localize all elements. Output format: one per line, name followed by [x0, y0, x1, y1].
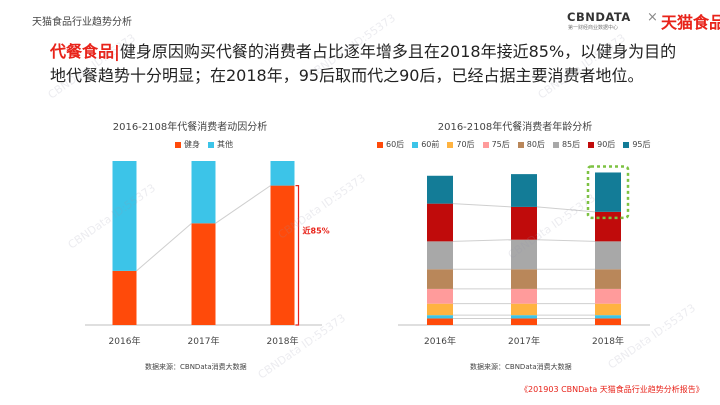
bar-segment-2-1-4 [511, 269, 537, 289]
legend-item: 其他 [208, 139, 233, 150]
legend-item: 60后 [377, 139, 404, 150]
legend-label: 其他 [217, 140, 233, 149]
bar-segment-1-1-1 [191, 161, 216, 224]
series-connector-line [536, 206, 596, 213]
chart2-source: 数据来源：CBNData消费大数据 [470, 363, 572, 371]
bar-segment-2-0-6 [427, 203, 453, 242]
chart2-title: 2016-2108年代餐消费者年龄分析 [437, 122, 593, 133]
bar-segment-2-2-3 [595, 288, 621, 304]
chart1-source: 数据来源：CBNData消费大数据 [145, 363, 247, 371]
bar-segment-2-2-4 [595, 269, 621, 289]
legend-swatch [517, 141, 524, 148]
headline: 代餐食品|健身原因购买代餐的消费者占比逐年增多且在2018年接近85%，以健身为… [50, 40, 690, 88]
bar-segment-2-2-1 [595, 315, 621, 319]
bar-segment-2-2-5 [595, 241, 621, 270]
x-tick-label: 2017年 [508, 335, 540, 347]
tmall-food-logo-text: 天猫食品 [661, 13, 720, 32]
legend-swatch [623, 141, 630, 148]
legend-item: 70后 [447, 139, 475, 150]
legend-label: 85后 [561, 140, 581, 149]
legend-item: 90后 [588, 139, 615, 150]
bar-segment-2-0-4 [427, 269, 453, 289]
legend-swatch [377, 141, 383, 148]
report-footer: 《201903 CBNData 天猫食品行业趋势分析报告》 [520, 385, 704, 394]
legend-label: 健身 [184, 140, 200, 149]
legend-item: 75后 [482, 139, 510, 150]
bar-segment-2-2-2 [595, 303, 621, 316]
x-tick-label: 2018年 [267, 335, 299, 347]
series-connector-line [452, 203, 512, 208]
cbndata-logo-text: CBNDATA [567, 10, 631, 24]
legend-swatch [588, 141, 595, 148]
x-tick-label: 2016年 [109, 335, 141, 347]
series-connector-line [136, 222, 192, 272]
x-tick-label: 2017年 [188, 335, 220, 347]
bar-segment-2-1-2 [511, 303, 537, 316]
chart2-legend: 60后 60前 70后 75后 80后 85后 90后 95后 [377, 139, 659, 150]
brand-logo: CBNDATA 第一财经商业数据中心 × 天猫食品 [565, 9, 720, 35]
report-section-label: 天猫食品行业趋势分析 [32, 17, 132, 28]
bar-segment-2-1-6 [511, 206, 537, 240]
legend-swatch [482, 141, 489, 148]
x-tick-label: 2016年 [424, 335, 456, 347]
legend-item: 95后 [623, 139, 651, 150]
legend-swatch [412, 141, 419, 148]
headline-text: 健身原因购买代餐的消费者占比逐年增多且在2018年接近85%，以健身为目的地代餐… [50, 42, 677, 85]
bar-segment-2-2-6 [595, 211, 621, 242]
bar-segment-2-1-5 [511, 239, 537, 270]
legend-swatch [447, 141, 454, 148]
legend-item: 80后 [517, 139, 545, 150]
bar-segment-2-2-7 [595, 172, 621, 212]
highlight-dashed-box [586, 165, 630, 220]
series-connector-line [215, 185, 271, 224]
bar-segment-2-0-5 [427, 241, 453, 270]
chart1-legend: 健身 其他 [175, 139, 241, 150]
legend-label: 90后 [597, 140, 616, 149]
bar-segment-1-2-1 [270, 161, 295, 186]
bar-segment-2-0-2 [427, 303, 453, 316]
bar-segment-2-0-7 [427, 175, 453, 204]
highlight-annotation: 近85% [303, 225, 330, 235]
headline-category: 代餐食品| [50, 42, 120, 61]
cbndata-logo-subtext: 第一财经商业数据中心 [568, 25, 619, 31]
legend-item: 60前 [412, 139, 439, 150]
bar-segment-2-0-0 [427, 318, 453, 325]
legend-swatch [208, 141, 214, 148]
legend-label: 60前 [421, 140, 440, 149]
bar-segment-2-1-3 [511, 288, 537, 304]
bar-segment-2-1-0 [511, 318, 537, 325]
legend-label: 70后 [456, 140, 475, 149]
bar-segment-2-0-1 [427, 315, 453, 319]
series-connector-line [452, 239, 512, 242]
legend-label: 60后 [386, 140, 405, 149]
legend-item: 85后 [552, 139, 581, 150]
bar-segment-1-0-0 [112, 270, 137, 325]
bar-segment-1-1-0 [191, 223, 216, 325]
series-connector-line [536, 239, 596, 242]
legend-item: 健身 [175, 139, 200, 150]
legend-label: 80后 [526, 140, 545, 149]
legend-swatch [175, 141, 181, 148]
legend-label: 75后 [491, 140, 510, 149]
logo-separator: × [647, 10, 658, 25]
x-tick-label: 2018年 [592, 335, 624, 347]
highlight-bracket [295, 185, 300, 326]
bar-segment-2-1-7 [511, 174, 537, 207]
bar-segment-2-1-1 [511, 315, 537, 319]
bar-segment-2-0-3 [427, 288, 453, 304]
legend-swatch [552, 141, 559, 148]
chart1-title: 2016-2108年代餐消费者动因分析 [112, 122, 268, 133]
bar-segment-1-0-1 [112, 161, 137, 271]
bar-segment-1-2-0 [270, 185, 295, 325]
bar-segment-2-2-0 [595, 318, 621, 325]
legend-label: 95后 [632, 140, 651, 149]
